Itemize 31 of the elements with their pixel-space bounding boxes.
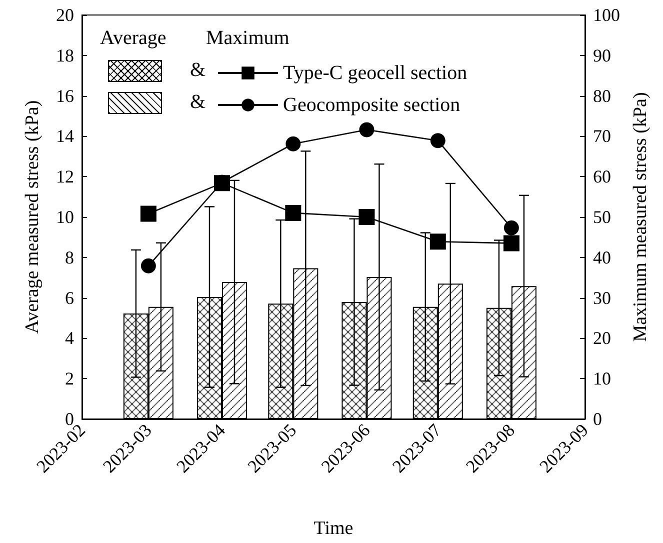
y-tick-label: 14 (56, 126, 74, 146)
y2-tick-label: 40 (593, 247, 611, 268)
annotation: & (190, 91, 206, 113)
y2-tick-label: 0 (593, 409, 602, 429)
legend-label: Geocomposite section (283, 94, 460, 116)
y-tick-label: 8 (65, 247, 74, 268)
x-axis-title: Time (314, 518, 354, 539)
y2-tick-label: 60 (593, 166, 611, 187)
y2-tick-label: 10 (593, 368, 611, 389)
y-tick-label: 0 (65, 409, 74, 429)
y2-tick-label: 50 (593, 207, 611, 227)
y-tick-label: 2 (65, 368, 74, 389)
y2-tick-label: 80 (593, 86, 611, 106)
y-tick-label: 12 (56, 166, 74, 187)
y2-tick-label: 20 (593, 328, 611, 348)
y-tick-label: 20 (56, 5, 74, 25)
annotation: & (190, 59, 206, 81)
y-tick-label: 10 (56, 207, 74, 227)
y-tick-label: 4 (65, 328, 74, 348)
y-tick-label: 16 (56, 86, 74, 106)
legend-label: Type-C geocell section (283, 62, 468, 84)
annotation: Maximum (206, 27, 290, 49)
y2-tick-label: 30 (593, 288, 611, 308)
y2-axis-title: Maximum measured stress (kPa) (630, 92, 651, 342)
annotation: Average (100, 27, 166, 49)
y2-tick-label: 100 (593, 5, 620, 25)
y2-tick-label: 90 (593, 45, 611, 66)
y2-tick-label: 70 (593, 126, 611, 146)
y-tick-label: 6 (65, 288, 74, 308)
y-axis-title: Average measured stress (kPa) (22, 100, 43, 334)
y-tick-label: 18 (56, 45, 74, 66)
